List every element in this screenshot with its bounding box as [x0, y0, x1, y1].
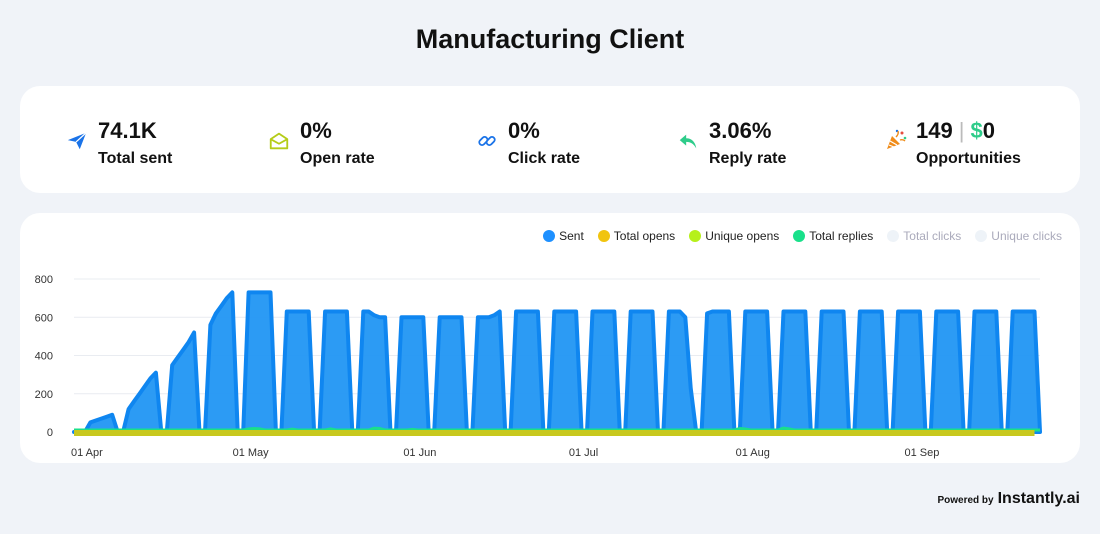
stat-label: Click rate [508, 150, 581, 167]
brand-logo: Instantly.ai [997, 490, 1080, 507]
x-tick-label: 01 Sep [904, 447, 939, 459]
legend-dot [689, 230, 702, 242]
stat-label: Total sent [98, 150, 173, 167]
x-tick-label: 01 Apr [71, 447, 103, 459]
legend-dot [887, 230, 900, 242]
legend-dot [793, 230, 806, 242]
footer: Powered by Instantly.ai [937, 490, 1080, 508]
stat-value: 149 | $0 [916, 118, 995, 144]
powered-by-text: Powered by [937, 495, 994, 506]
legend-item-unique-clicks[interactable]: Unique clicks [975, 229, 1062, 243]
stat-value: 3.06% [709, 118, 772, 143]
legend-label: Total opens [613, 229, 676, 243]
opportunities-count: 149 [916, 118, 953, 143]
opportunities-value: 0 [982, 118, 995, 143]
x-tick-label: 01 Jun [403, 447, 436, 459]
sent-activity-chart: 0 200 400 600 800 01 Apr 01 May 01 Jun 01 Jul 01 … [35, 274, 1042, 459]
legend-item-total-clicks[interactable]: Total clicks [887, 229, 961, 243]
y-tick-label: 600 [35, 312, 53, 324]
stat-value: 0% [300, 118, 332, 143]
page-title: Manufacturing Client [415, 24, 685, 54]
legend-label: Total replies [809, 229, 874, 243]
legend-dot [975, 230, 988, 242]
party-popper-icon [887, 129, 907, 149]
legend-item-total-replies[interactable]: Total replies [793, 229, 873, 243]
chart-card: Sent Total opens Unique opens Total repl… [20, 213, 1080, 463]
stat-value: 74.1K [98, 118, 157, 143]
paper-plane-icon [67, 132, 87, 150]
legend-item-total-opens[interactable]: Total opens [597, 229, 676, 243]
link-icon [478, 136, 496, 146]
legend-label: Sent [559, 229, 584, 243]
currency-symbol: $ [970, 118, 983, 143]
x-tick-label: 01 May [233, 447, 270, 459]
legend-item-sent[interactable]: Sent [543, 229, 584, 243]
legend-label: Unique clicks [991, 229, 1062, 243]
open-envelope-icon [269, 132, 289, 150]
y-tick-label: 200 [35, 389, 53, 401]
legend-item-unique-opens[interactable]: Unique opens [689, 229, 779, 243]
legend-dot [543, 230, 556, 242]
stat-label: Open rate [300, 150, 375, 167]
y-tick-label: 0 [47, 427, 53, 439]
legend-dot [597, 230, 610, 242]
x-tick-label: 01 Jul [569, 447, 598, 459]
y-tick-label: 400 [35, 351, 53, 363]
chart-legend: Sent Total opens Unique opens Total repl… [543, 229, 1062, 243]
stat-label: Opportunities [916, 150, 1021, 167]
reply-arrow-icon [679, 134, 697, 149]
series-sent-area [72, 290, 1042, 434]
value-separator: | [958, 118, 965, 143]
stat-value: 0% [508, 118, 540, 143]
stats-card: 74.1K Total sent 0% Open rate 0% Click r… [20, 86, 1080, 193]
x-tick-label: 01 Aug [736, 447, 770, 459]
legend-label: Total clicks [903, 229, 962, 243]
stat-label: Reply rate [709, 150, 787, 167]
legend-label: Unique opens [705, 229, 780, 243]
y-tick-label: 800 [35, 274, 53, 286]
